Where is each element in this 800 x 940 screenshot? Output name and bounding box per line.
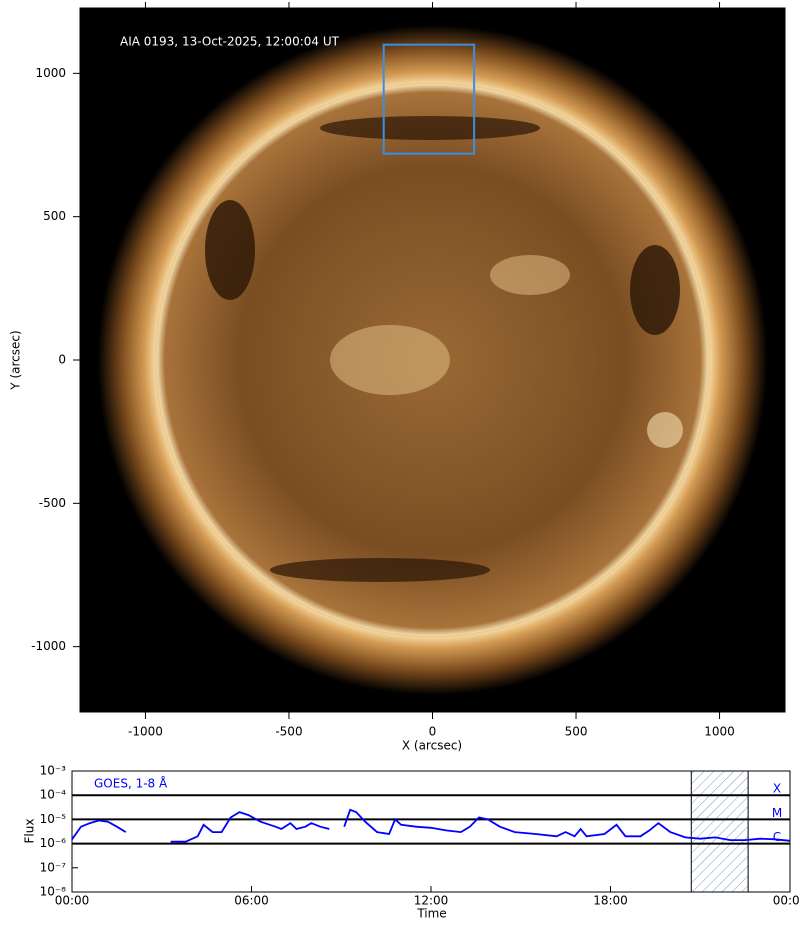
x-axis-label: Time [416, 907, 446, 921]
x-axis-label: X (arcsec) [402, 739, 462, 753]
x-tick-label: 12:00 [414, 894, 449, 908]
y-tick-label: 10⁻⁷ [40, 860, 67, 874]
legend-label: GOES, 1-8 Å [94, 776, 168, 791]
class-label: X [773, 782, 781, 796]
x-tick-label: 1000 [704, 725, 735, 739]
active-region [330, 325, 450, 395]
y-tick-label: 1000 [35, 66, 66, 80]
x-tick-label: 06:00 [234, 894, 269, 908]
coronal-hole [630, 245, 680, 335]
shaded-interval [690, 770, 749, 893]
x-tick-label: 00:00 [55, 894, 90, 908]
x-tick-label: 500 [565, 725, 588, 739]
y-tick-label: 10⁻⁶ [40, 836, 67, 850]
y-tick-label: -1000 [31, 639, 66, 653]
x-tick-label: 00:00 [773, 894, 800, 908]
y-tick-label: 10⁻⁵ [40, 812, 67, 826]
y-tick-label: 10⁻³ [40, 764, 67, 778]
y-tick-label: 10⁻⁸ [40, 885, 67, 899]
x-tick-label: 18:00 [593, 894, 628, 908]
image-title: AIA 0193, 13-Oct-2025, 12:00:04 UT [120, 35, 340, 49]
coronal-hole [205, 200, 255, 300]
region-box [382, 43, 476, 155]
goes-frame [71, 770, 791, 893]
active-region [647, 412, 683, 448]
active-region [490, 255, 570, 295]
coronal-hole [270, 558, 490, 582]
class-label: C [773, 830, 781, 844]
flux-line [71, 808, 791, 843]
x-tick-label: -500 [275, 725, 302, 739]
x-tick-label: 0 [429, 725, 437, 739]
y-tick-label: 500 [43, 209, 66, 223]
y-axis-label: Flux [23, 819, 37, 844]
y-tick-label: 10⁻⁴ [40, 788, 67, 802]
class-label: M [772, 806, 782, 820]
y-tick-label: 0 [58, 353, 66, 367]
solar-image [80, 8, 785, 712]
y-axis-label: Y (arcsec) [9, 330, 23, 390]
y-tick-label: -500 [39, 496, 66, 510]
coronal-hole [320, 116, 540, 140]
x-tick-label: -1000 [128, 725, 163, 739]
